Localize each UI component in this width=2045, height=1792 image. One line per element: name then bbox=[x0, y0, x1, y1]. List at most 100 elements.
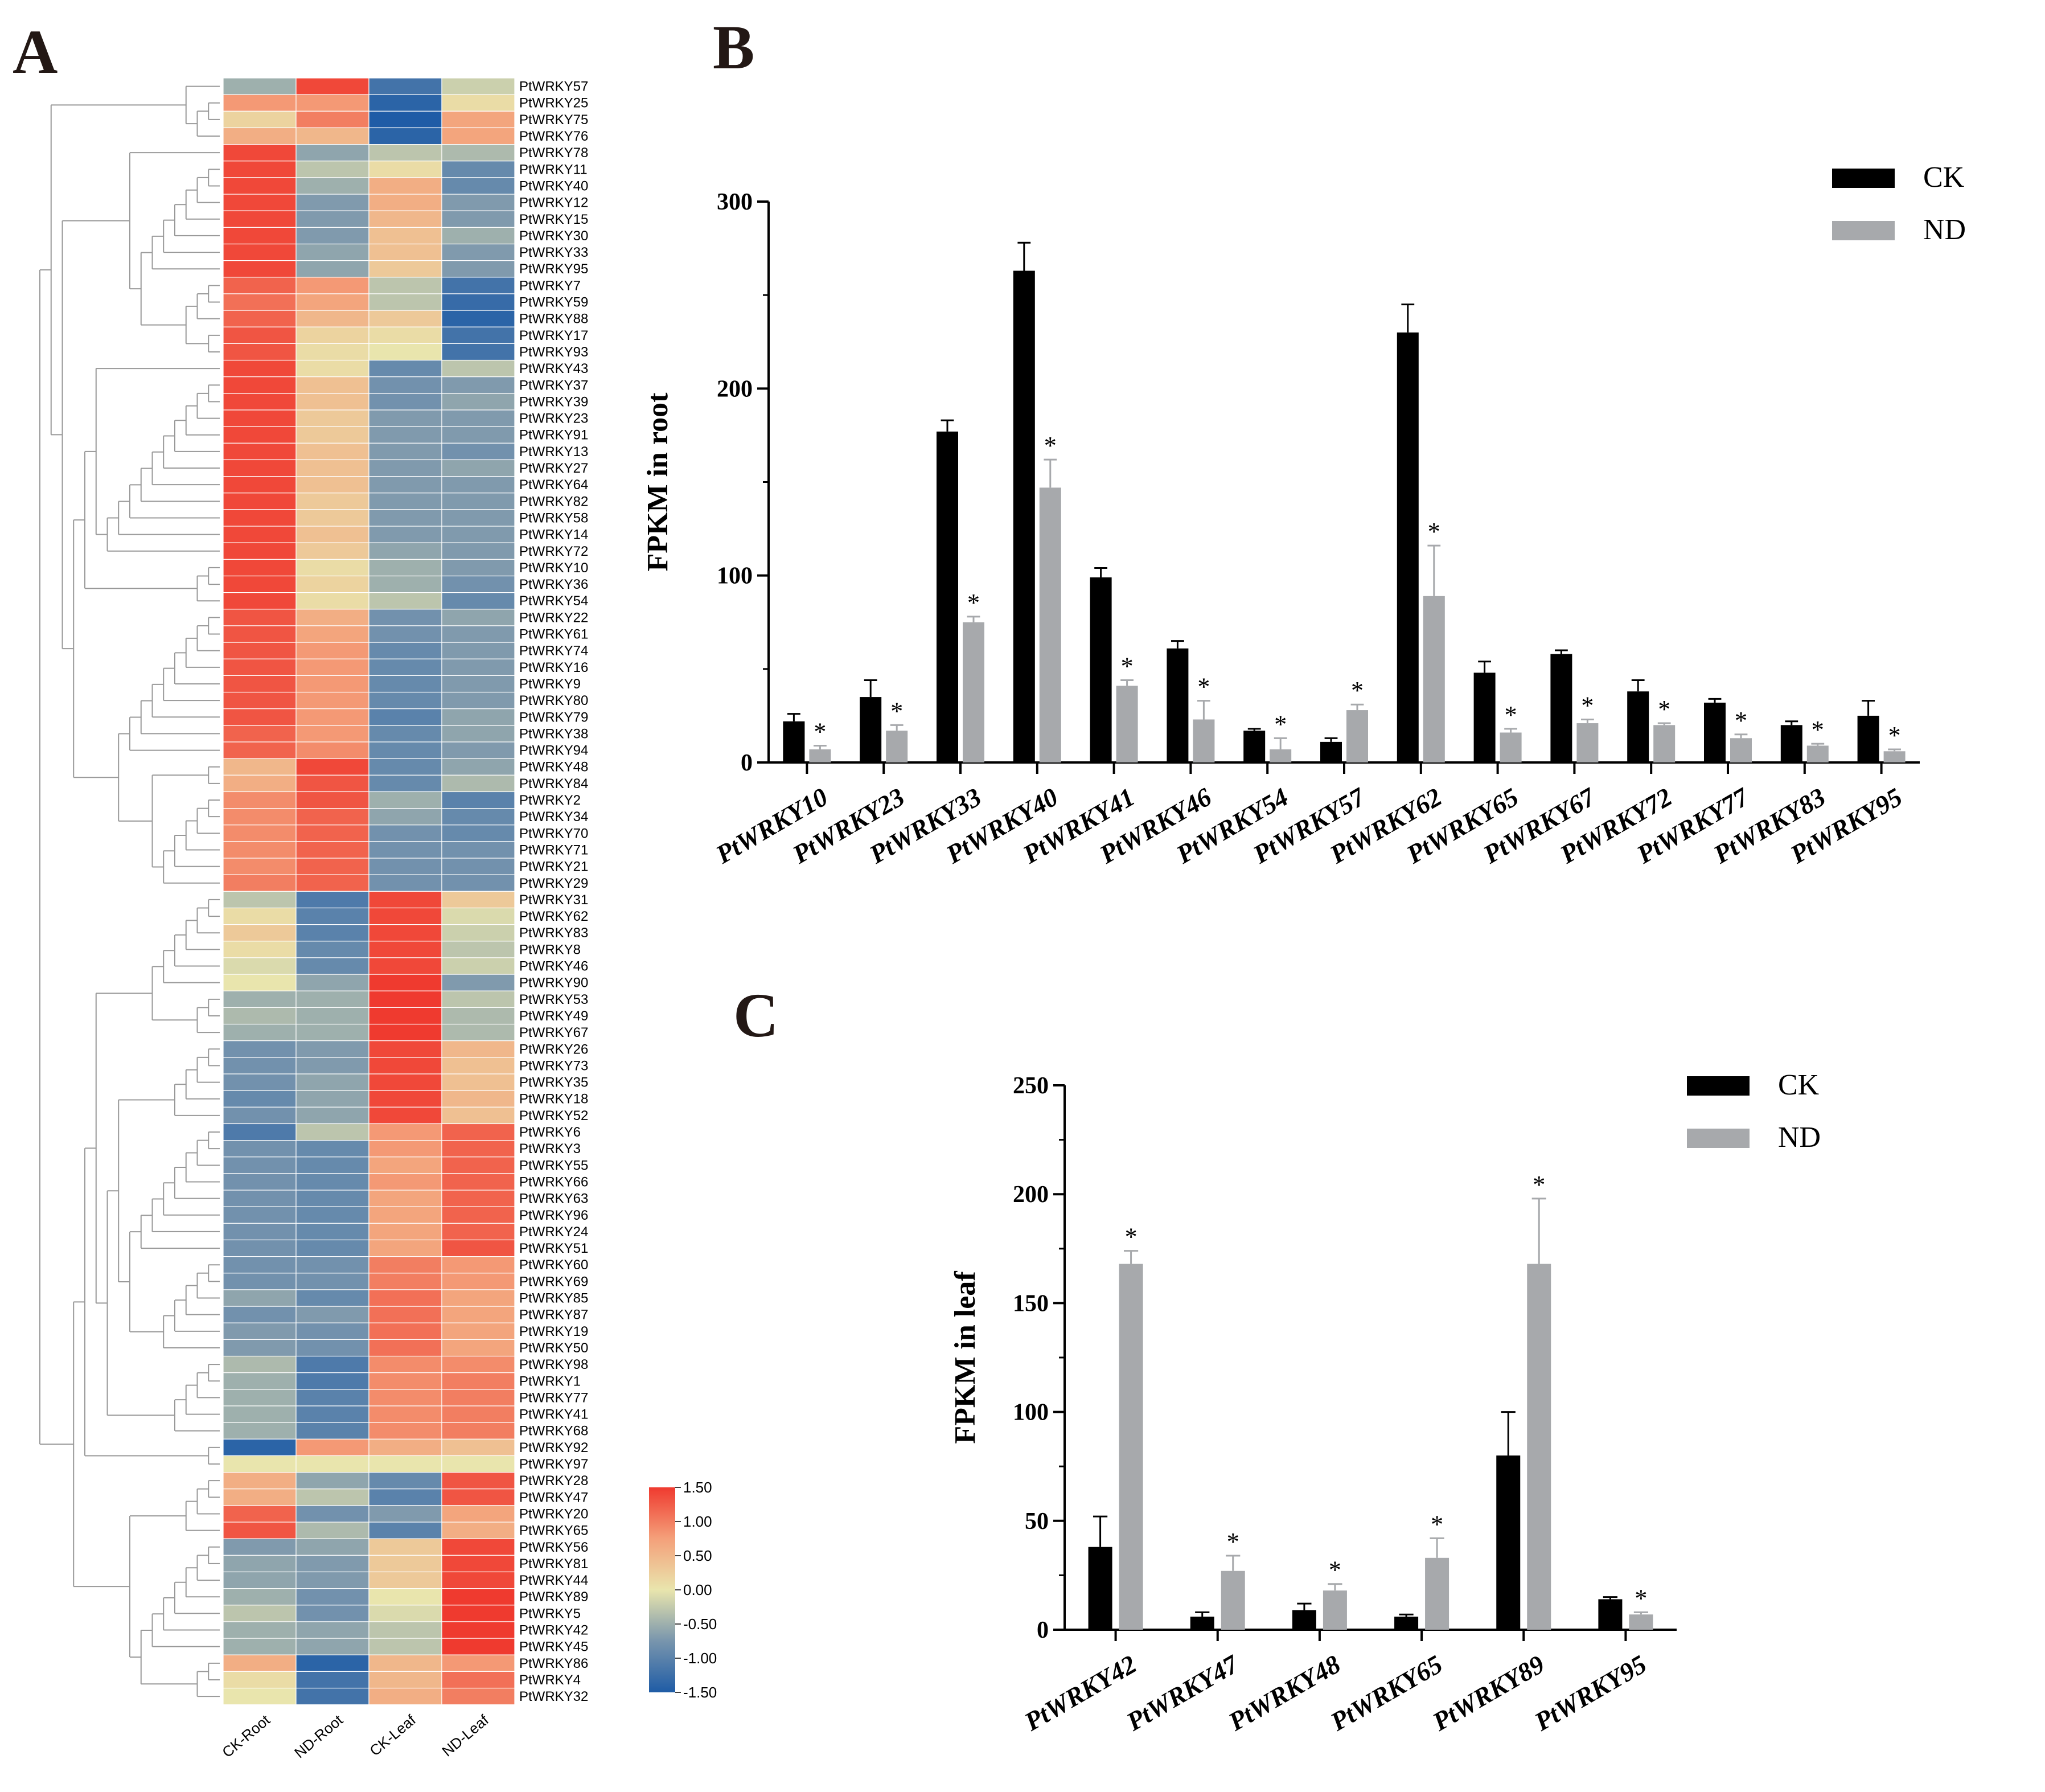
heatmap-row-label: PtWRKY17 bbox=[519, 328, 588, 343]
heatmap-cell bbox=[441, 990, 515, 1008]
heatmap-row-label: PtWRKY90 bbox=[519, 975, 588, 991]
heatmap-cell bbox=[368, 310, 442, 327]
heatmap-cell bbox=[441, 1671, 515, 1689]
heatmap-cell bbox=[441, 260, 515, 278]
heatmap-cell bbox=[368, 343, 442, 361]
y-tick-label: 0 bbox=[741, 750, 753, 776]
heatmap-row-label: PtWRKY82 bbox=[519, 494, 588, 509]
heatmap-cell bbox=[368, 1090, 442, 1108]
heatmap-cell bbox=[368, 277, 442, 294]
heatmap-cell bbox=[295, 177, 369, 195]
heatmap-cell bbox=[223, 542, 297, 560]
heatmap-cell bbox=[368, 559, 442, 577]
legend-label-nd: ND bbox=[1923, 214, 1966, 246]
heatmap-cell bbox=[223, 658, 297, 676]
bar-ck bbox=[1598, 1599, 1623, 1630]
heatmap-cell bbox=[441, 1488, 515, 1506]
heatmap-cell bbox=[295, 1654, 369, 1672]
heatmap-column-label: ND-Leaf bbox=[438, 1711, 492, 1760]
heatmap-cell bbox=[441, 393, 515, 411]
heatmap-cell bbox=[441, 1438, 515, 1457]
heatmap-cell bbox=[441, 110, 515, 129]
heatmap-row-label: PtWRKY81 bbox=[519, 1556, 588, 1572]
heatmap-cell bbox=[368, 1322, 442, 1340]
heatmap-cell bbox=[368, 475, 442, 494]
heatmap-cell bbox=[223, 575, 297, 593]
heatmap-cell bbox=[295, 542, 369, 560]
heatmap-cell bbox=[368, 691, 442, 710]
heatmap-cell bbox=[295, 526, 369, 543]
heatmap-cell bbox=[223, 725, 297, 743]
bar-nd bbox=[1323, 1590, 1347, 1630]
heatmap-cell bbox=[295, 758, 369, 776]
heatmap-cell bbox=[441, 1372, 515, 1390]
heatmap-cell bbox=[368, 194, 442, 211]
heatmap-cell bbox=[368, 1455, 442, 1473]
heatmap-cell bbox=[368, 509, 442, 527]
heatmap-column-label: CK-Leaf bbox=[366, 1711, 419, 1760]
bar-chart-leaf: 0 50 100 150 200 250 FPKM in leaf * PtWRKY42 * PtW… bbox=[949, 1069, 1821, 1737]
heatmap-cell bbox=[368, 1405, 442, 1423]
heatmap-cell bbox=[295, 1355, 369, 1373]
heatmap-row-label: PtWRKY61 bbox=[519, 627, 588, 642]
heatmap-row-label: PtWRKY38 bbox=[519, 726, 588, 741]
bar-ck bbox=[1090, 577, 1112, 762]
heatmap-cell bbox=[223, 1389, 297, 1406]
heatmap-cell bbox=[368, 1256, 442, 1274]
heatmap-cell bbox=[223, 1687, 297, 1705]
heatmap-row-label: PtWRKY12 bbox=[519, 195, 588, 211]
heatmap-cell bbox=[295, 609, 369, 626]
y-tick-label: 200 bbox=[1013, 1182, 1049, 1208]
heatmap-cell bbox=[295, 642, 369, 659]
heatmap-cell bbox=[295, 1256, 369, 1274]
heatmap-row-label: PtWRKY24 bbox=[519, 1224, 588, 1240]
heatmap-cell bbox=[223, 475, 297, 494]
heatmap-cell bbox=[368, 708, 442, 726]
heatmap-cell bbox=[295, 260, 369, 278]
legend-swatch-ck bbox=[1687, 1076, 1750, 1096]
heatmap-row-label: PtWRKY72 bbox=[519, 544, 588, 559]
heatmap-row-label: PtWRKY62 bbox=[519, 909, 588, 924]
bar-nd bbox=[1806, 745, 1829, 762]
significance-marker: * bbox=[1121, 653, 1134, 680]
significance-marker: * bbox=[814, 717, 826, 745]
heatmap-cell bbox=[295, 1455, 369, 1473]
heatmap-cell bbox=[295, 1438, 369, 1457]
heatmap-row-label: PtWRKY48 bbox=[519, 760, 588, 775]
heatmap-cell bbox=[441, 924, 515, 942]
heatmap-row-label: PtWRKY21 bbox=[519, 859, 588, 875]
heatmap-row-label: PtWRKY66 bbox=[519, 1174, 588, 1190]
heatmap-cell bbox=[223, 177, 297, 195]
heatmap-cell bbox=[223, 691, 297, 710]
heatmap-cell bbox=[295, 725, 369, 743]
heatmap-cell bbox=[223, 1106, 297, 1125]
heatmap-cell bbox=[368, 974, 442, 991]
bar-nd bbox=[1629, 1614, 1653, 1630]
significance-marker: * bbox=[1735, 707, 1747, 735]
heatmap-cell bbox=[441, 144, 515, 162]
heatmap-cell bbox=[223, 1090, 297, 1108]
heatmap-cell bbox=[368, 1522, 442, 1539]
heatmap-cell bbox=[441, 359, 515, 378]
heatmap-cell bbox=[441, 127, 515, 145]
bar-ck bbox=[937, 431, 958, 762]
bar-ck bbox=[1704, 702, 1726, 762]
heatmap-cell bbox=[295, 1472, 369, 1490]
heatmap-cell bbox=[223, 1256, 297, 1274]
heatmap-row-label: PtWRKY11 bbox=[519, 162, 588, 177]
heatmap-cell bbox=[295, 1505, 369, 1523]
heatmap-cell bbox=[441, 1223, 515, 1241]
heatmap-cell bbox=[441, 691, 515, 710]
heatmap-cell bbox=[295, 359, 369, 378]
heatmap: PtWRKY57PtWRKY25PtWRKY75PtWRKY76PtWRKY78… bbox=[39, 77, 717, 1761]
heatmap-cell bbox=[441, 426, 515, 444]
heatmap-row-label: PtWRKY64 bbox=[519, 477, 588, 493]
heatmap-cell bbox=[295, 393, 369, 411]
heatmap-cell bbox=[223, 1522, 297, 1539]
heatmap-cell bbox=[368, 1173, 442, 1191]
heatmap-cell bbox=[295, 1571, 369, 1589]
heatmap-cell bbox=[441, 243, 515, 261]
heatmap-cell bbox=[295, 1488, 369, 1506]
heatmap-cell bbox=[295, 1538, 369, 1556]
heatmap-cell bbox=[223, 825, 297, 842]
